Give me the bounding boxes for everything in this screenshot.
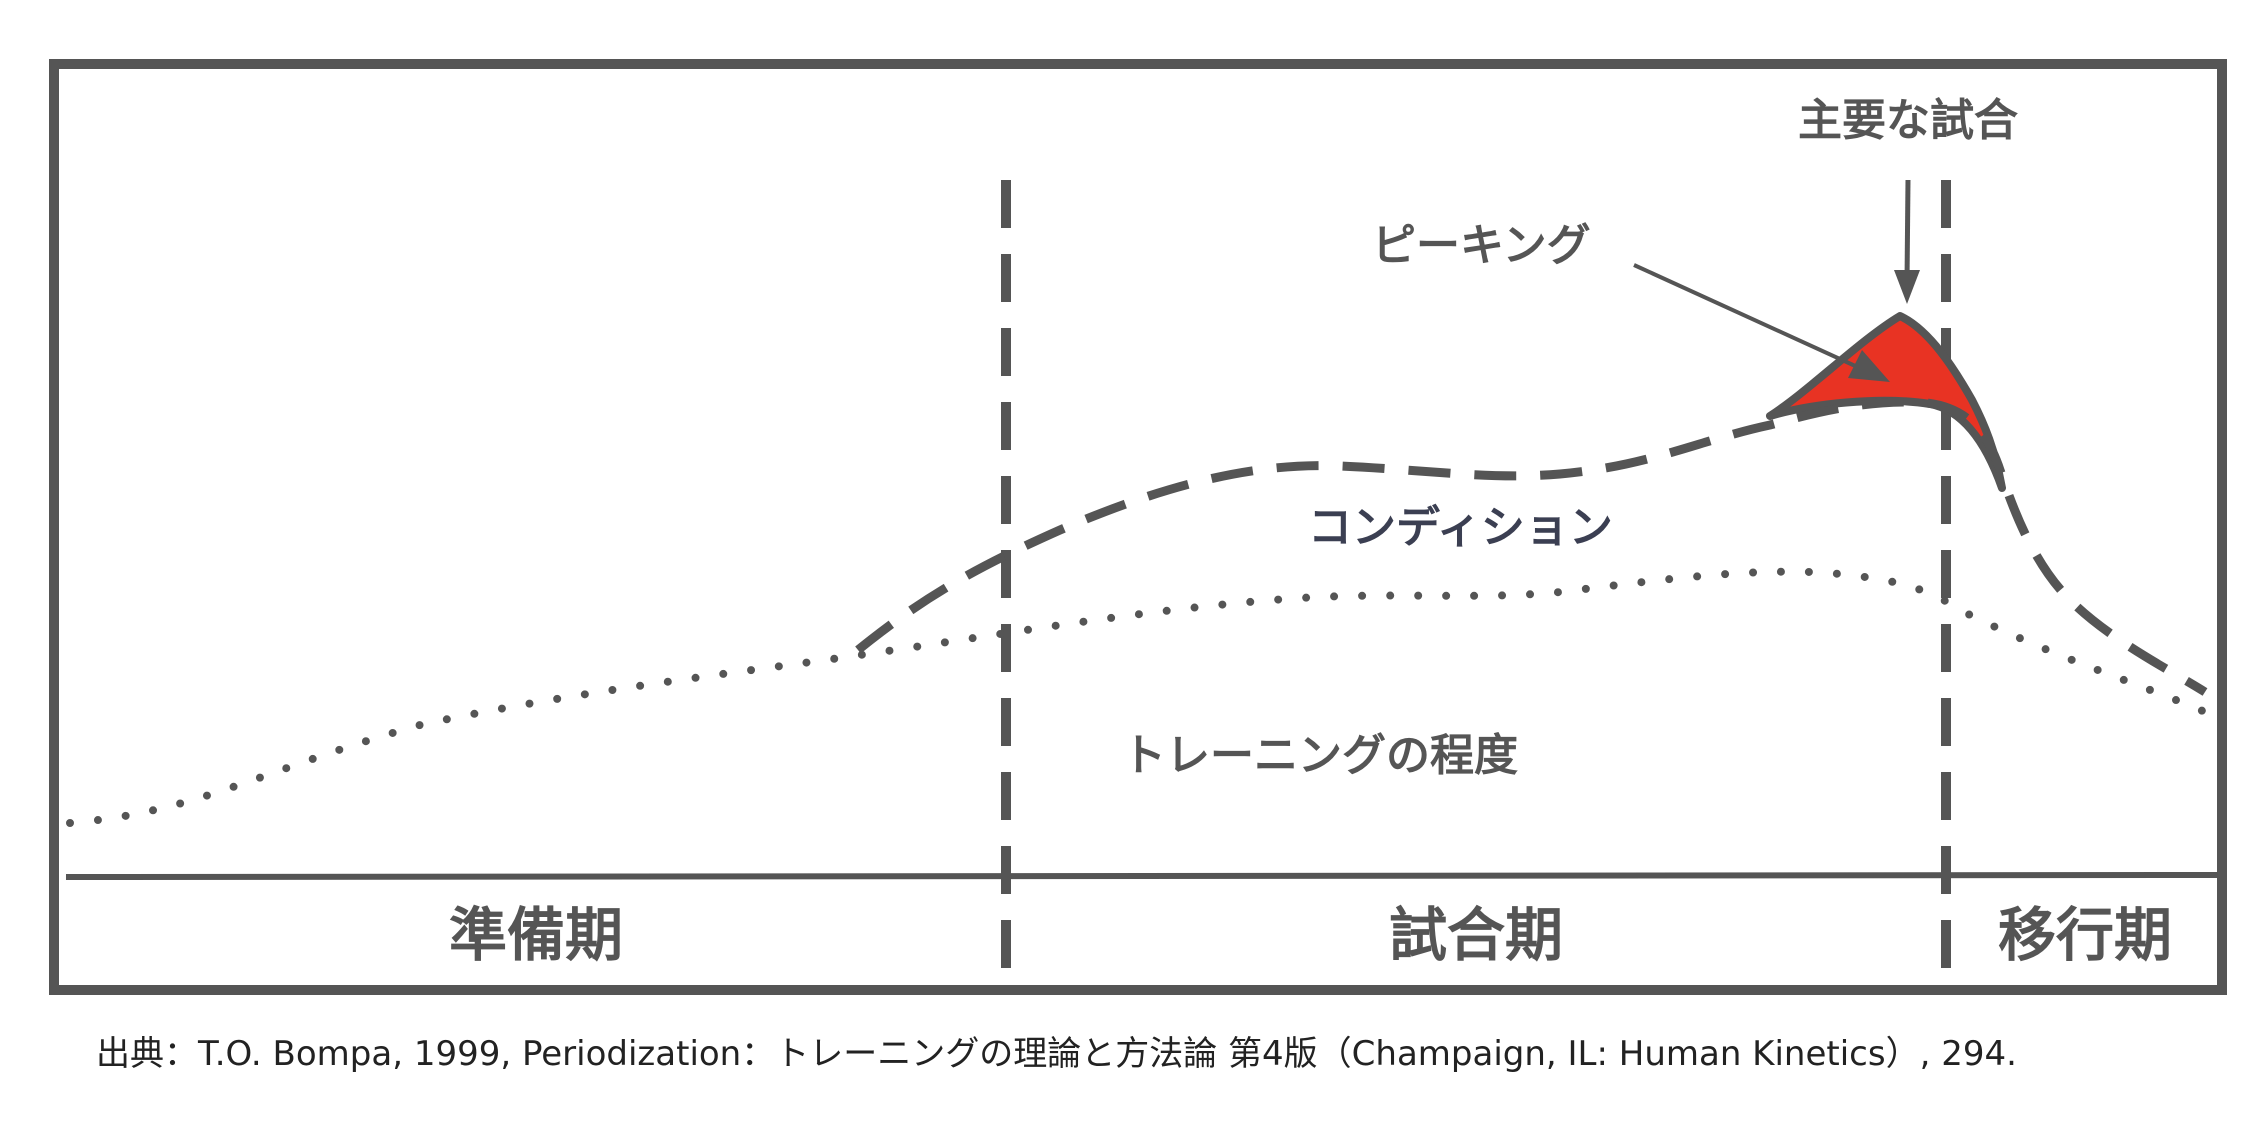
- condition-curve: [855, 397, 2208, 696]
- diagram-frame: [49, 59, 2227, 995]
- main-match-arrowhead: [1894, 270, 1920, 304]
- main-match-arrow-line: [1904, 179, 1911, 283]
- peaking-arrowhead: [1848, 350, 1890, 382]
- phase-label-competition: 試合期: [1389, 901, 1563, 969]
- peaking-label: ピーキング: [1372, 220, 1591, 271]
- training-level-label: トレーニングの程度: [1122, 730, 1518, 781]
- source-citation: 出典：T.O. Bompa, 1999, Periodization：トレーニン…: [96, 1034, 2017, 1074]
- condition-label: コンディション: [1308, 502, 1613, 553]
- main-match-label: 主要な試合: [1798, 95, 2018, 146]
- phase-baseline: [65, 872, 2219, 880]
- training-level-curve: [66, 567, 2209, 827]
- peaking-arrow-line: [1633, 263, 1876, 377]
- phase-label-preparation: 準備期: [449, 901, 623, 969]
- phase-label-transition: 移行期: [1998, 901, 2172, 969]
